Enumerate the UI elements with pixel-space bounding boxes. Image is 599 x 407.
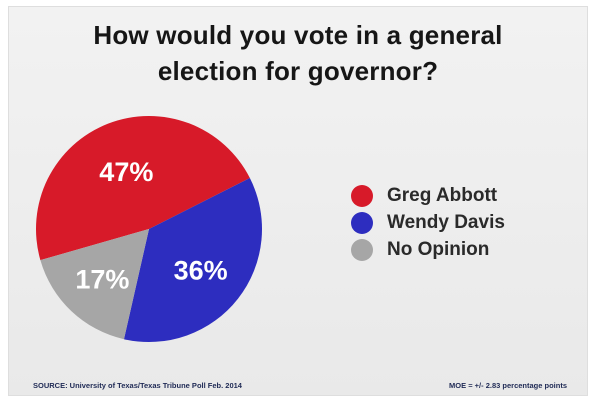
legend-item-wendy-davis: Wendy Davis xyxy=(351,209,505,236)
legend-label-wendy-davis: Wendy Davis xyxy=(387,211,505,233)
legend-swatch-wendy-davis xyxy=(351,211,373,234)
source-note: SOURCE: University of Texas/Texas Tribun… xyxy=(33,381,242,390)
chart-title-line-1: How would you vote in a general xyxy=(93,20,503,50)
chart-card: How would you vote in a general election… xyxy=(8,6,588,396)
pie-chart: 47% 36% 17% xyxy=(35,115,262,342)
pie-label-wendy-davis: 36% xyxy=(174,255,228,285)
chart-title-line-2: election for governor? xyxy=(157,56,439,86)
pie-slice-greg-abbott xyxy=(35,115,250,261)
pie-label-greg-abbott: 47% xyxy=(99,157,153,187)
pie-slice-no-opinion xyxy=(40,229,149,340)
legend-label-greg-abbott: Greg Abbott xyxy=(387,184,498,206)
legend-swatch-no-opinion xyxy=(351,238,373,261)
legend-item-greg-abbott: Greg Abbott xyxy=(351,182,505,209)
pie-label-no-opinion: 17% xyxy=(75,264,129,294)
pie-slice-wendy-davis xyxy=(123,178,262,342)
chart-title: How would you vote in a general election… xyxy=(9,17,587,89)
margin-of-error-note: MOE = +/- 2.83 percentage points xyxy=(449,381,567,390)
chart-legend: Greg Abbott Wendy Davis No Opinion xyxy=(351,182,505,263)
legend-swatch-greg-abbott xyxy=(351,184,373,207)
legend-label-no-opinion: No Opinion xyxy=(387,238,490,260)
legend-item-no-opinion: No Opinion xyxy=(351,236,505,263)
